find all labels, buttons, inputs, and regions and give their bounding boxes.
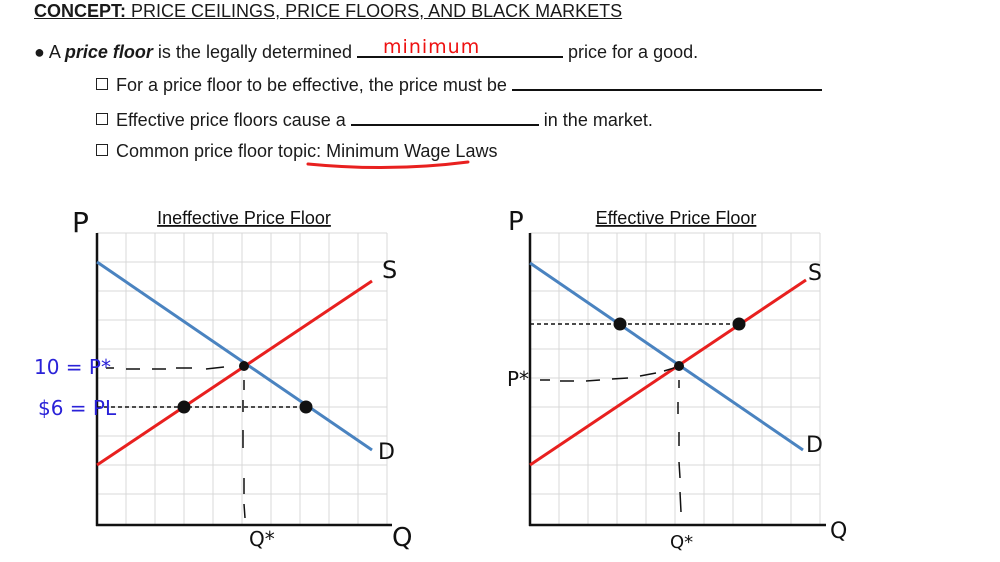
left-price-eq-label: 10 = P* bbox=[34, 355, 111, 379]
bullet-1-prefix: A bbox=[48, 42, 65, 62]
left-equilibrium-point bbox=[239, 361, 249, 371]
answer-blank-1: minimum bbox=[357, 36, 564, 58]
left-graph-title: Ineffective Price Floor bbox=[157, 208, 331, 228]
highlight-underline bbox=[306, 160, 470, 170]
right-supply-curve bbox=[529, 278, 807, 467]
sub-bullet-effective-price: For a price floor to be effective, the p… bbox=[96, 71, 822, 96]
answer-minimum: minimum bbox=[383, 36, 481, 58]
right-x-axis-label: Q bbox=[830, 519, 847, 544]
answer-blank-2 bbox=[511, 71, 822, 91]
bullet-dot: ● bbox=[34, 42, 45, 62]
right-q-eq-label: Q* bbox=[670, 532, 693, 553]
left-eq-qty-dashed bbox=[242, 380, 246, 519]
sub-bullet-3-prefix: Effective price floors cause a bbox=[116, 110, 351, 130]
sub-bullet-4-prefix: Common price floor topic: bbox=[116, 141, 327, 161]
right-supply-label: S bbox=[808, 261, 822, 286]
right-graph bbox=[528, 232, 826, 527]
left-eq-price-dashed bbox=[106, 366, 225, 370]
left-demand-label: D bbox=[378, 440, 395, 465]
left-y-axis-label: P bbox=[72, 206, 89, 239]
right-eq-price-dashed bbox=[540, 367, 675, 382]
right-equilibrium-point bbox=[674, 361, 684, 371]
left-demand-curve bbox=[96, 260, 373, 452]
left-x-axis-label: Q bbox=[392, 523, 412, 553]
left-grid bbox=[97, 232, 388, 525]
minimum-wage-term: Minimum Wage Laws bbox=[326, 141, 498, 161]
concept-label: CONCEPT: bbox=[34, 1, 127, 21]
page-title: CONCEPT: PRICE CEILINGS, PRICE FLOORS, A… bbox=[34, 1, 622, 22]
price-floor-term: price floor bbox=[64, 42, 153, 62]
right-grid bbox=[530, 232, 821, 525]
left-graph bbox=[95, 232, 392, 527]
sub-bullet-2-text: For a price floor to be effective, the p… bbox=[116, 75, 512, 95]
bullet-1-suffix: price for a good. bbox=[563, 42, 699, 62]
left-supply-label: S bbox=[382, 256, 397, 284]
concept-topic: PRICE CEILINGS, PRICE FLOORS, AND BLACK … bbox=[131, 1, 623, 21]
left-qs-point bbox=[299, 400, 313, 414]
right-y-axis-label: P bbox=[508, 207, 524, 237]
right-graph-title: Effective Price Floor bbox=[596, 208, 757, 228]
checkbox-icon bbox=[96, 144, 108, 156]
left-price-floor-label: $6 = PL bbox=[38, 396, 117, 420]
right-demand-curve bbox=[529, 261, 804, 452]
bullet-price-floor: ● A price floor is the legally determine… bbox=[34, 36, 699, 63]
right-price-eq-label: P* bbox=[507, 367, 529, 391]
right-demand-label: D bbox=[806, 433, 823, 458]
checkbox-icon bbox=[96, 113, 108, 125]
checkbox-icon bbox=[96, 78, 108, 90]
left-qd-point bbox=[177, 400, 191, 414]
left-q-eq-label: Q* bbox=[249, 527, 275, 551]
bullet-1-mid: is the legally determined bbox=[152, 42, 358, 62]
answer-blank-3 bbox=[350, 106, 539, 126]
right-qd-point bbox=[613, 317, 627, 331]
right-eq-qty-dashed bbox=[677, 380, 682, 513]
sub-bullet-3-suffix: in the market. bbox=[538, 110, 653, 130]
sub-bullet-effective-floors: Effective price floors cause a in the ma… bbox=[96, 106, 653, 131]
sub-bullet-common-topic: Common price floor topic: Minimum Wage L… bbox=[96, 141, 497, 162]
left-supply-curve bbox=[96, 279, 373, 467]
right-qs-point bbox=[732, 317, 746, 331]
